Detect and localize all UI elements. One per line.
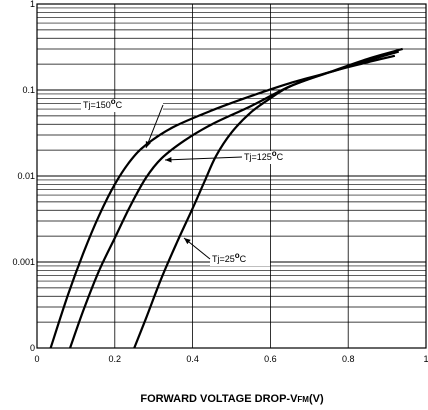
x-tick-label: 0.2 [109, 354, 122, 364]
x-axis-title-sub: FM [297, 395, 309, 404]
axis-ticks: 0 0.2 0.4 0.6 0.8 1 1 0.1 0.01 0.001 0 [12, 0, 428, 364]
curve-label-3: Tj=25oC [212, 251, 247, 264]
annotation-arrow-line [145, 104, 164, 149]
x-tick-label: 1 [423, 354, 428, 364]
curve-label-unit: C [116, 100, 123, 110]
y-tick-label: 1 [30, 0, 35, 9]
curve-label-text: Tj=125 [244, 152, 272, 162]
x-tick-label: 0.4 [186, 354, 199, 364]
curve-label-degree: o [111, 97, 116, 106]
x-axis-title: FORWARD VOLTAGE DROP-VFM(V) [140, 393, 324, 405]
curve-label-1: Tj=150oC [83, 97, 123, 110]
y-tick-label: 0.001 [12, 257, 35, 267]
annotation-arrow-head [165, 157, 172, 163]
curve-label-unit: C [277, 152, 284, 162]
x-tick-label: 0.8 [342, 354, 355, 364]
curve-label-text: Tj=25 [212, 254, 235, 264]
annotation-arrow-head [184, 238, 191, 245]
y-tick-label: 0.01 [17, 171, 35, 181]
y-tick-label: 0.1 [22, 85, 35, 95]
curve-series-1 [49, 50, 400, 349]
curve-label-bg [81, 99, 163, 112]
annotation-arrow-head [145, 141, 151, 148]
plot-frame [36, 3, 427, 349]
y-tick-label: 0 [30, 343, 35, 353]
x-tick-label: 0 [34, 354, 39, 364]
curve-label-bg [210, 253, 270, 266]
x-axis-title-main: FORWARD VOLTAGE DROP-V [140, 393, 298, 405]
curve-series-3 [133, 54, 396, 349]
curve-label-degree: o [235, 251, 240, 260]
grid [36, 4, 427, 349]
curve-label-text: Tj=150 [83, 100, 111, 110]
x-tick-label: 0.6 [264, 354, 277, 364]
curve-label-degree: o [272, 149, 277, 158]
x-axis-title-tail: (V) [309, 393, 324, 405]
curves [49, 47, 403, 349]
curve-label-bg [242, 151, 328, 164]
curve-label-unit: C [240, 254, 247, 264]
annotation-arrow-line [164, 156, 243, 161]
curve-label-2: Tj=125oC [244, 149, 284, 162]
